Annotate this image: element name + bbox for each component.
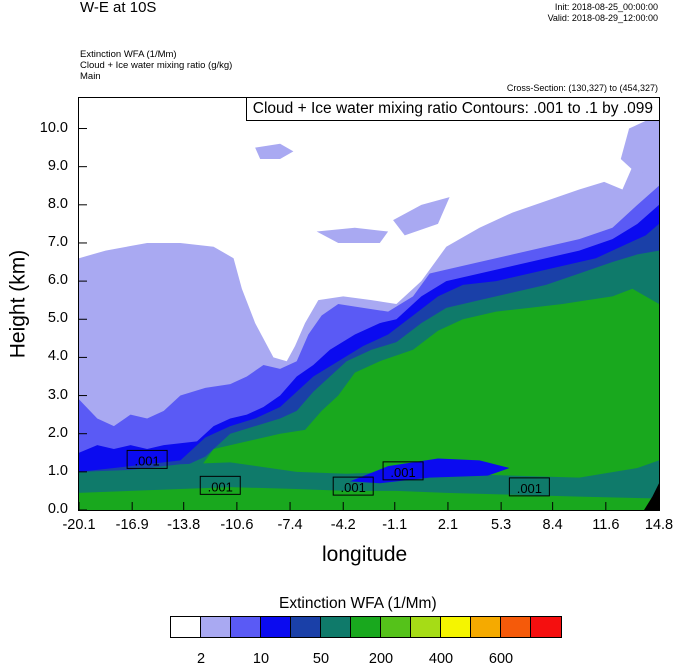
field-label-extinction: Extinction WFA (1/Mm)	[80, 49, 177, 60]
x-tick-label: 5.3	[491, 517, 512, 533]
x-tick-label: 11.6	[592, 517, 620, 533]
contour-label-box-4	[382, 461, 424, 481]
y-tick-label: 1.0	[47, 462, 68, 479]
contour-label-3: .001	[341, 480, 366, 495]
low-level-pocket	[349, 458, 510, 484]
cloud-patch-1	[255, 143, 294, 160]
contour-label-4: .001	[390, 465, 415, 480]
contour-label-5: .001	[517, 481, 542, 496]
terrain	[644, 483, 659, 510]
colorbar-swatch-3	[231, 617, 261, 637]
contour-info-box: Cloud + Ice water mixing ratio Contours:…	[245, 98, 659, 121]
colorbar-swatch-9	[411, 617, 441, 637]
cloud-patch-4	[620, 117, 659, 175]
y-tick-label: 6.0	[47, 272, 68, 289]
time-info: Init: 2018-08-25_00:00:00 Valid: 2018-08…	[548, 2, 658, 24]
contour-label-box-1	[126, 449, 168, 469]
x-tick-label: -1.1	[382, 517, 408, 533]
x-tick-label: -4.2	[330, 517, 356, 533]
colorbar-swatch-12	[501, 617, 531, 637]
cloud-patch-2	[316, 227, 389, 243]
y-tick-label: 7.0	[47, 233, 68, 250]
x-tick-label: -13.8	[167, 517, 201, 533]
colorbar-swatch-6	[321, 617, 351, 637]
x-tick-label: -20.1	[62, 517, 96, 533]
colorbar-label: 10	[252, 651, 270, 667]
colorbar-label: 2	[196, 651, 206, 667]
colorbar-swatch-13	[531, 617, 561, 637]
colorbar-label: 600	[488, 651, 514, 667]
colorbar-title: Extinction WFA (1/Mm)	[279, 595, 437, 612]
colorbar-swatch-8	[381, 617, 411, 637]
y-axis-label: Height (km)	[6, 249, 30, 359]
contour-label-box-5	[508, 477, 550, 497]
x-tick-label: -16.9	[115, 517, 149, 533]
contour-label-box-2	[199, 475, 241, 495]
colorbar-swatch-7	[351, 617, 381, 637]
colorbar-swatch-11	[471, 617, 501, 637]
x-tick-label: 14.8	[644, 517, 674, 533]
cloud-patch-3	[393, 197, 450, 236]
field-label-mixing-ratio: Cloud + Ice water mixing ratio (g/kg)	[80, 60, 233, 71]
y-tick-label: 5.0	[47, 310, 68, 327]
init-time: Init: 2018-08-25_00:00:00	[554, 2, 658, 12]
colorbar-swatch-1	[171, 617, 201, 637]
field-label-main: Main	[80, 71, 101, 82]
y-tick-label: 8.0	[47, 195, 68, 212]
colorbar-label: 200	[368, 651, 394, 667]
plot-area: .001 .001 .001 .001 .001 Cloud + Ice water m…	[78, 97, 660, 511]
contour-label-2: .001	[208, 479, 233, 494]
y-tick-label: 10.0	[39, 119, 68, 136]
valid-time: Valid: 2018-08-29_12:00:00	[547, 13, 658, 23]
chart-title: W-E at 10S	[80, 0, 157, 16]
colorbar-label: 50	[312, 651, 330, 667]
colorbar-swatch-10	[441, 617, 471, 637]
contour-label-1: .001	[134, 453, 159, 468]
colorbar-swatch-2	[201, 617, 231, 637]
x-axis-label: longitude	[322, 543, 408, 566]
x-tick-label: -10.6	[220, 517, 254, 533]
x-tick-label: 8.4	[542, 517, 563, 533]
x-tick-label: -7.4	[277, 517, 303, 533]
x-tick-label: 2.1	[437, 517, 459, 533]
y-tick-label: 4.0	[47, 348, 68, 365]
colorbar-swatch-5	[291, 617, 321, 637]
cross-section-plot: .001 .001 .001 .001 .001	[79, 98, 659, 510]
cross-section-label: Cross-Section: (130,327) to (454,327)	[506, 83, 658, 93]
colorbar-swatch-4	[261, 617, 291, 637]
colorbar-label: 400	[428, 651, 454, 667]
y-tick-label: 3.0	[47, 386, 68, 403]
y-tick-label: 9.0	[47, 157, 68, 174]
extinction-layer-5	[79, 288, 659, 510]
y-tick-label: 2.0	[47, 424, 68, 441]
colorbar	[170, 616, 562, 638]
y-tick-label: 0.0	[47, 501, 68, 517]
contour-label-box-3	[332, 476, 374, 496]
